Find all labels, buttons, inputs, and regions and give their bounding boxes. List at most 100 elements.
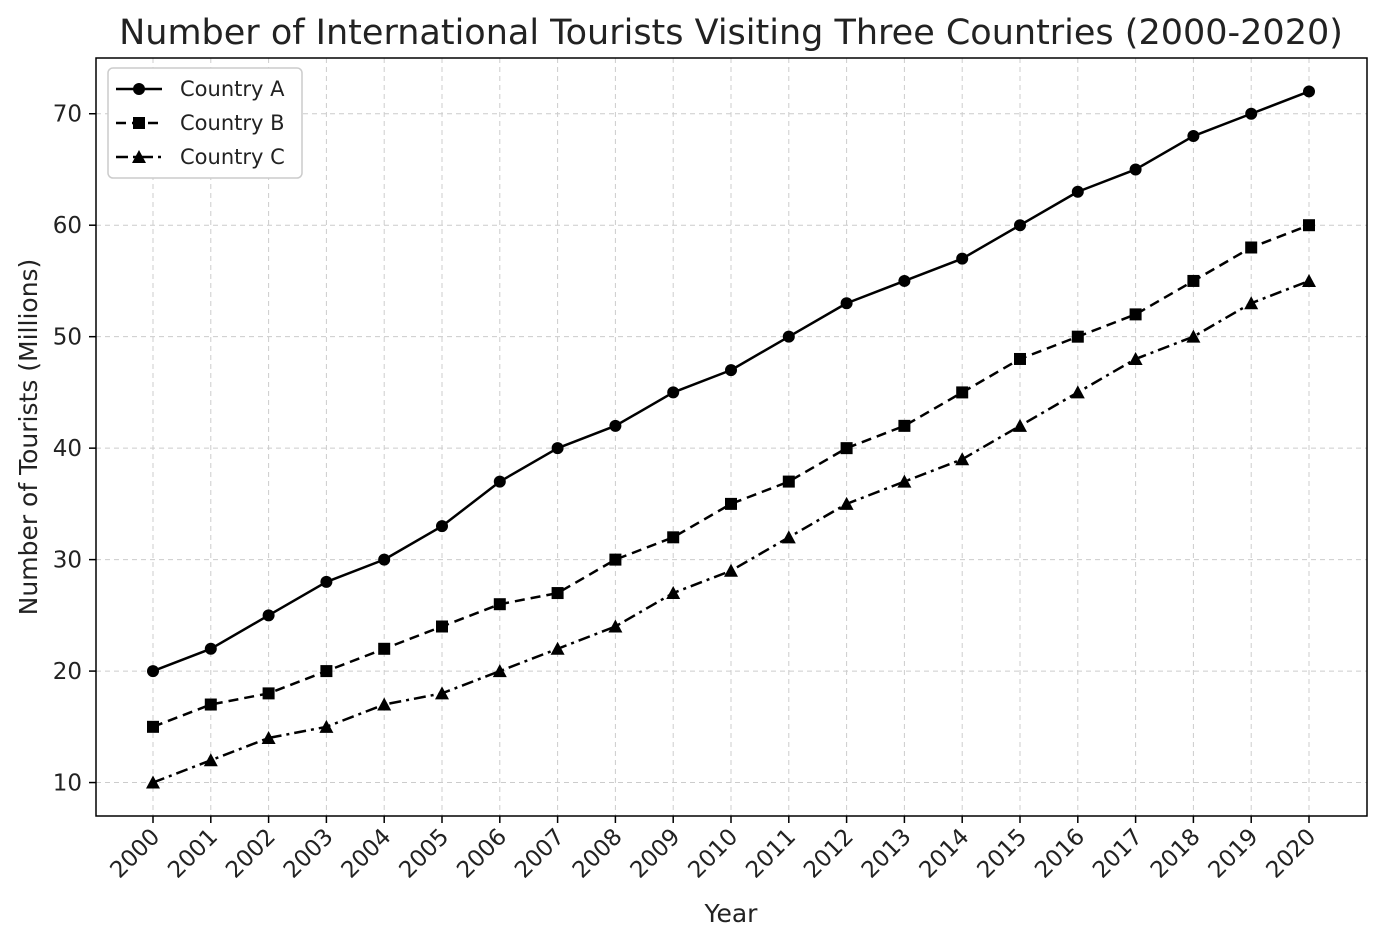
data-point — [782, 475, 795, 488]
y-tick-label: 30 — [53, 548, 82, 574]
x-axis-ticks: 2000200120022003200420052006200720082009… — [105, 816, 1321, 884]
x-tick-label: 2008 — [568, 824, 628, 884]
data-point — [840, 297, 853, 310]
data-point — [1014, 352, 1026, 365]
data-point — [551, 587, 564, 600]
y-tick-label: 50 — [53, 325, 82, 351]
data-point — [955, 452, 970, 466]
legend-box — [107, 67, 303, 179]
legend-entry: Country B — [116, 111, 285, 135]
series-country-b — [147, 219, 1315, 733]
y-tick-label: 70 — [53, 102, 82, 128]
data-point — [1071, 185, 1084, 198]
data-point — [377, 697, 392, 711]
data-point — [493, 475, 506, 488]
series-country-c — [146, 273, 1316, 789]
x-tick-label: 2000 — [105, 824, 165, 884]
data-point — [609, 419, 622, 432]
data-point — [666, 586, 681, 600]
data-point — [1014, 219, 1026, 232]
data-point — [204, 698, 217, 711]
x-tick-label: 2014 — [915, 824, 975, 884]
data-point — [493, 598, 506, 611]
x-tick-label: 2002 — [221, 824, 281, 884]
data-point — [378, 553, 391, 566]
y-tick-label: 10 — [53, 771, 82, 797]
data-point — [319, 719, 334, 733]
x-tick-label: 2012 — [799, 824, 859, 884]
y-tick-label: 20 — [53, 659, 82, 685]
data-point — [436, 520, 448, 533]
data-point — [1302, 273, 1316, 287]
data-point — [261, 730, 276, 744]
x-tick-label: 2013 — [857, 824, 917, 884]
x-tick-label: 2001 — [163, 824, 223, 884]
data-point — [609, 553, 622, 566]
data-point — [378, 642, 391, 655]
legend-label: Country A — [180, 77, 285, 101]
data-point — [724, 563, 738, 577]
x-tick-label: 2019 — [1204, 824, 1264, 884]
y-tick-label: 60 — [53, 213, 82, 239]
x-tick-label: 2007 — [510, 824, 570, 884]
data-point — [1129, 163, 1142, 176]
data-point — [667, 386, 680, 399]
data-point — [898, 274, 911, 287]
data-point — [782, 330, 795, 343]
y-axis-label: Number of Tourists (Millions) — [14, 259, 43, 616]
y-tick-label: 40 — [53, 436, 82, 462]
data-point — [435, 686, 449, 700]
data-point — [1187, 130, 1200, 143]
data-point — [956, 386, 969, 399]
data-point — [1070, 385, 1085, 399]
data-point — [1128, 351, 1143, 365]
x-tick-label: 2010 — [683, 824, 743, 884]
x-tick-label: 2005 — [394, 824, 454, 884]
data-point — [147, 665, 159, 678]
data-point — [262, 609, 275, 622]
data-point — [725, 364, 737, 377]
data-point — [897, 474, 912, 488]
series-country-a — [147, 85, 1315, 678]
data-point — [725, 497, 737, 510]
x-tick-label: 2004 — [337, 824, 397, 884]
data-point — [550, 641, 565, 655]
data-point — [1303, 219, 1315, 232]
data-point — [839, 496, 854, 510]
x-tick-label: 2017 — [1088, 824, 1148, 884]
x-tick-label: 2016 — [1030, 824, 1090, 884]
x-tick-label: 2009 — [626, 824, 686, 884]
x-axis-label: Year — [704, 899, 759, 928]
legend-entry: Country A — [116, 77, 285, 101]
data-point — [320, 665, 333, 678]
legend-label: Country C — [180, 145, 285, 169]
data-point — [667, 531, 680, 544]
x-tick-label: 2006 — [452, 824, 512, 884]
data-point — [1071, 330, 1084, 343]
x-tick-label: 2003 — [279, 824, 339, 884]
legend-marker — [133, 117, 145, 129]
y-axis-ticks: 10 20 30 40 50 60 70 — [53, 102, 96, 797]
legend-marker — [133, 83, 145, 95]
data-point — [204, 642, 217, 655]
legend-entry: Country C — [116, 145, 285, 169]
data-point — [1186, 329, 1201, 343]
x-tick-label: 2015 — [972, 824, 1032, 884]
x-tick-label: 2020 — [1261, 824, 1321, 884]
data-point — [492, 664, 507, 678]
series-layer — [146, 85, 1316, 789]
data-point — [1187, 274, 1200, 287]
data-point — [608, 619, 623, 633]
data-point — [262, 687, 275, 700]
data-point — [898, 419, 911, 432]
data-point — [147, 720, 159, 733]
data-point — [551, 442, 564, 455]
data-point — [1013, 418, 1027, 432]
data-point — [1245, 107, 1258, 120]
data-point — [146, 775, 160, 789]
data-point — [1244, 296, 1259, 310]
data-point — [956, 252, 969, 265]
data-point — [436, 620, 448, 633]
